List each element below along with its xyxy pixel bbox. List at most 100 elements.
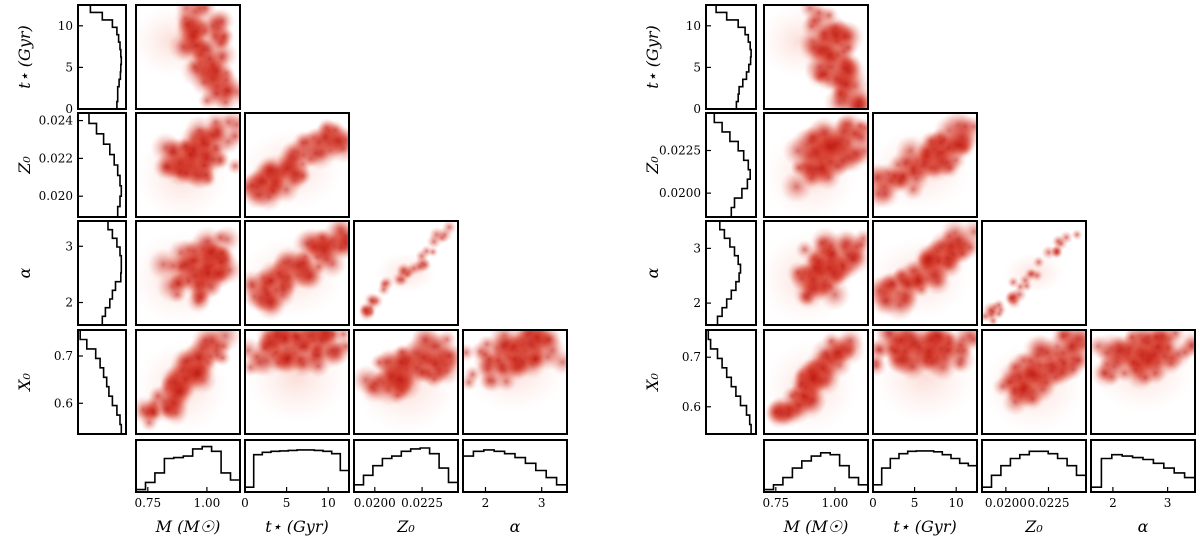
density-blob xyxy=(1032,255,1046,269)
density-blob xyxy=(197,166,216,185)
x-tick-label: 10 xyxy=(949,496,964,510)
density-blob xyxy=(208,263,229,284)
hist-frame-bottom-Z0 xyxy=(353,439,459,493)
x-tick-label: 0.0200 xyxy=(354,496,396,510)
density-fill xyxy=(463,330,567,414)
y-tick-label: 0.7 xyxy=(54,349,73,363)
density-blob xyxy=(377,282,391,297)
hist-frame-alpha xyxy=(77,220,127,326)
density-blob xyxy=(1115,363,1134,383)
density-fill xyxy=(764,5,868,109)
density-blob xyxy=(1091,359,1120,389)
y-axis-label-alpha: α xyxy=(15,267,34,278)
x-tick-label: 5 xyxy=(911,496,919,510)
density-blob xyxy=(812,233,832,253)
x-axis-label-alpha: α xyxy=(510,517,521,536)
histogram-t xyxy=(78,4,123,110)
hist-frame-bottom-t xyxy=(872,439,978,493)
y-tick-label: 5 xyxy=(693,60,701,74)
y-axis-label-alpha: α xyxy=(643,267,662,278)
density-blob xyxy=(905,267,931,293)
histogram-bottom-alpha xyxy=(462,449,568,492)
density-blob xyxy=(898,352,928,382)
density-blob xyxy=(827,343,847,363)
density-blob xyxy=(1005,291,1019,305)
histogram-bottom-M xyxy=(135,445,241,492)
density-blob xyxy=(204,113,228,134)
density-blob xyxy=(185,289,211,314)
y-tick-label: 0.7 xyxy=(682,350,701,364)
histogram-Z0 xyxy=(78,112,123,218)
density-blob xyxy=(322,334,349,365)
y-tick-label: 0.022 xyxy=(39,151,73,165)
histogram-bottom-alpha xyxy=(1090,453,1196,492)
x-tick-label: 0.0200 xyxy=(985,496,1027,510)
density-blob xyxy=(260,270,282,292)
density-blob xyxy=(1021,387,1045,411)
y-axis-label-Z0: Z₀ xyxy=(643,156,662,175)
density-frame xyxy=(135,112,241,218)
density-blob xyxy=(286,330,306,346)
x-tick-label: 0 xyxy=(241,496,249,510)
density-blob xyxy=(143,402,163,422)
density-blob xyxy=(199,48,221,70)
x-tick-label: 1.00 xyxy=(822,496,849,510)
density-fill xyxy=(764,113,868,217)
density-cell-M-alpha xyxy=(763,220,869,326)
density-fill xyxy=(245,118,349,212)
density-cell-Z0-alpha xyxy=(353,220,459,326)
x-tick-label: 1.00 xyxy=(194,496,221,510)
y-tick-label: 0.0200 xyxy=(659,186,701,200)
y-tick-label: 10 xyxy=(686,19,701,33)
density-fill xyxy=(982,330,1086,434)
density-cell-alpha-X0 xyxy=(1090,329,1196,435)
x-axis-label-M: M (M☉) xyxy=(783,517,849,536)
density-blob xyxy=(412,259,428,275)
density-frame xyxy=(763,329,869,435)
hist-frame-bottom-M xyxy=(135,439,241,493)
density-blob xyxy=(1141,341,1169,368)
histogram-Z0 xyxy=(706,112,751,218)
density-blob xyxy=(1165,330,1186,344)
density-cell-t-Z0 xyxy=(244,112,350,218)
density-blob xyxy=(1019,361,1046,388)
density-blob xyxy=(814,39,845,70)
density-blob xyxy=(272,153,302,183)
x-axis-label-alpha: α xyxy=(1138,517,1149,536)
x-tick-label: 2 xyxy=(1109,496,1117,510)
density-blob xyxy=(479,349,499,369)
y-tick-label: 10 xyxy=(58,19,73,33)
density-blob xyxy=(901,157,926,182)
y-axis-label-X0: X₀ xyxy=(643,373,662,393)
density-fill xyxy=(764,330,866,434)
density-frame xyxy=(462,329,568,435)
density-blob xyxy=(428,226,445,243)
y-tick-label: 0.6 xyxy=(682,400,701,414)
x-tick-label: 10 xyxy=(321,496,336,510)
density-fill xyxy=(136,5,240,109)
histogram-bottom-Z0 xyxy=(353,447,459,492)
density-blob xyxy=(843,121,867,145)
density-blob xyxy=(191,330,220,356)
y-axis-label-t: t⋆ (Gyr) xyxy=(15,25,34,88)
density-frame xyxy=(981,220,1087,326)
density-frame xyxy=(872,112,978,218)
density-blob xyxy=(1181,336,1195,357)
density-frame xyxy=(981,329,1087,435)
corner-panel-left: 0 5 10 t⋆ (Gyr) 0.020 0.022 0.024 Z₀ 2 3 α 0.6 0.7 X₀… xyxy=(15,4,568,536)
density-cell-M-alpha xyxy=(135,220,241,326)
x-axis-label-Z0: Z₀ xyxy=(1024,517,1043,536)
density-blob xyxy=(874,330,903,347)
density-blob xyxy=(790,159,808,177)
density-frame xyxy=(244,220,350,326)
density-cell-Z0-X0 xyxy=(981,329,1087,435)
density-blob xyxy=(885,167,904,185)
density-blob xyxy=(1007,276,1020,289)
density-frame xyxy=(244,112,350,218)
density-blob xyxy=(254,182,284,212)
histogram-alpha xyxy=(706,220,742,326)
density-cell-M-X0 xyxy=(763,329,869,435)
